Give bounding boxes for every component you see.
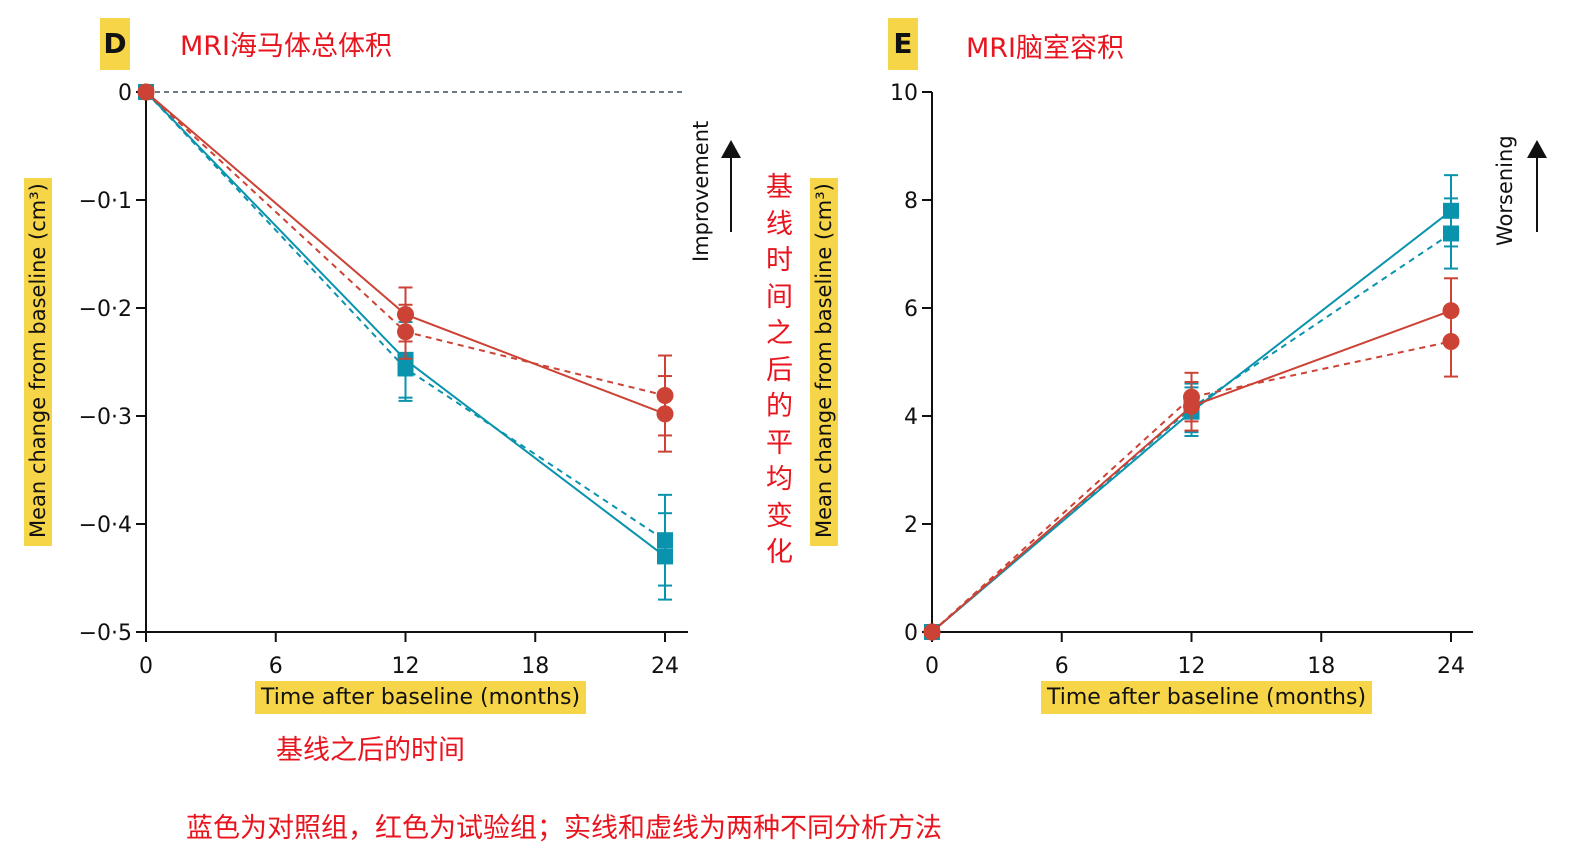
panel-d-x-tick-label: 24 bbox=[651, 654, 679, 679]
panel-e-y-axis-label: Mean change from baseline (cm³) bbox=[810, 178, 838, 546]
legend-cn-annotation: 蓝色为对照组，红色为试验组；实线和虚线为两种不同分析方法 bbox=[186, 813, 942, 844]
panel-d-y-tick-label: −0·4 bbox=[79, 513, 132, 538]
panel-e-y-tick-label: 0 bbox=[904, 621, 918, 646]
panel-d-x-tick-label: 0 bbox=[139, 654, 153, 679]
arrow-up-icon bbox=[721, 140, 741, 158]
arrow-up-icon bbox=[1527, 140, 1547, 158]
panel-letter-d: D bbox=[100, 18, 130, 70]
y-axis-cn-annotation: 基线时间之后的平均变化 bbox=[766, 172, 793, 568]
panel-e-series-line bbox=[931, 309, 1452, 633]
panel-d-y-tick-label: 0 bbox=[118, 81, 132, 106]
panel-e-x-tick-label: 18 bbox=[1307, 654, 1335, 679]
panel-d-y-axis-label: Mean change from baseline (cm³) bbox=[24, 178, 52, 546]
panel-d-data-point bbox=[397, 323, 414, 341]
panel-d-y-tick-label: −0·1 bbox=[79, 189, 132, 214]
improvement-label: Improvement bbox=[689, 120, 713, 262]
panel-d-plot: 0 −0·1 −0·2 −0·3 −0·4 −0·5 0 6 12 18 24 bbox=[79, 81, 741, 679]
panel-e-y-tick-label: 6 bbox=[904, 297, 918, 322]
panel-e-data-point bbox=[1442, 332, 1460, 350]
panel-d-data-point bbox=[137, 83, 155, 101]
panel-e-y-tick-label: 10 bbox=[890, 81, 918, 106]
panel-d-data-point bbox=[657, 532, 673, 549]
panel-d-series-trial-dashed bbox=[137, 83, 674, 437]
panel-e-series-trial-dashed bbox=[923, 305, 1460, 641]
panel-e-title: MRI脑室容积 bbox=[966, 33, 1125, 64]
panel-e-y-tick-label: 8 bbox=[904, 189, 918, 214]
panel-e-data-point bbox=[1183, 388, 1200, 406]
panel-d-title: MRI海马体总体积 bbox=[180, 31, 393, 62]
x-axis-cn-annotation: 基线之后的时间 bbox=[276, 735, 465, 766]
panel-d-x-tick-label: 18 bbox=[521, 654, 549, 679]
panel-e-data-point bbox=[1443, 225, 1459, 242]
panel-e-x-tick-label: 12 bbox=[1178, 654, 1206, 679]
panel-e-y-tick-label: 4 bbox=[904, 405, 918, 430]
panel-d-x-axis-label: Time after baseline (months) bbox=[255, 681, 587, 714]
panel-e-x-axis-label: Time after baseline (months) bbox=[1041, 681, 1373, 714]
panel-e-y-tick-label: 2 bbox=[904, 513, 918, 538]
panel-e-x-tick-label: 6 bbox=[1055, 654, 1069, 679]
panel-d-x-tick-label: 12 bbox=[392, 654, 420, 679]
worsening-label: Worsening bbox=[1493, 135, 1517, 246]
panel-d-data-point bbox=[656, 386, 674, 404]
panel-d-x-tick-label: 6 bbox=[269, 654, 283, 679]
panel-e-series-trial-solid bbox=[923, 277, 1460, 641]
panel-d-y-tick-label: −0·2 bbox=[79, 297, 132, 322]
panel-e-x-tick-label: 24 bbox=[1437, 654, 1465, 679]
panel-d-y-tick-label: −0·5 bbox=[79, 621, 132, 646]
panel-e-data-point bbox=[923, 623, 941, 641]
panel-d-data-point bbox=[397, 360, 414, 377]
panel-d-y-tick-label: −0·3 bbox=[79, 405, 132, 430]
panel-letter-e: E bbox=[888, 18, 918, 70]
panel-e-x-tick-label: 0 bbox=[925, 654, 939, 679]
